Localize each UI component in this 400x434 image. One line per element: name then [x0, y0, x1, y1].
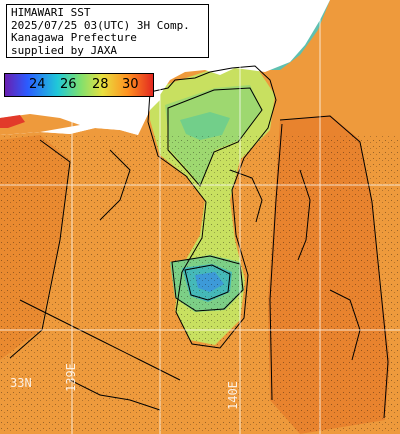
- legend-label-26: 26: [60, 77, 77, 92]
- lat-label-33n: 33N: [10, 376, 32, 390]
- legend-gradient: [5, 74, 153, 96]
- legend-label-30: 30: [122, 77, 139, 92]
- map-title-box: HIMAWARI SST 2025/07/25 03(UTC) 3H Comp.…: [6, 4, 209, 58]
- color-legend: 24 26 28 30: [4, 73, 154, 97]
- legend-label-24: 24: [29, 77, 46, 92]
- warm-coastal-spot: [0, 115, 25, 128]
- isotherm-contours: [9, 65, 389, 419]
- title-line-2: 2025/07/25 03(UTC) 3H Comp.: [11, 18, 190, 32]
- legend-label-28: 28: [92, 77, 109, 92]
- cool-plume-core: [180, 112, 230, 140]
- title-line-3: Kanagawa Prefecture: [11, 31, 137, 44]
- title-line-4: supplied by JAXA: [11, 43, 117, 57]
- title-line-1: HIMAWARI SST: [11, 6, 91, 19]
- texture-overlay: [0, 135, 400, 434]
- lon-label-140e: 140E: [226, 381, 240, 410]
- lon-label-139e: 139E: [64, 363, 78, 392]
